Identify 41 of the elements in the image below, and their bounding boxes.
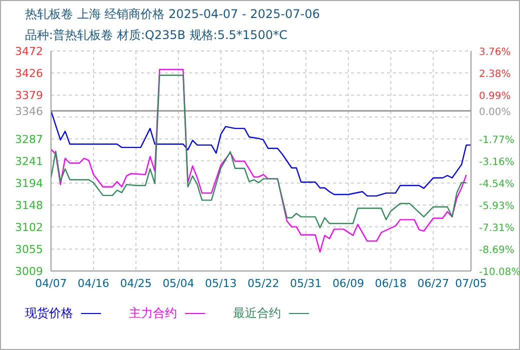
y-tick-label: 3102 [15, 220, 43, 234]
line-series [51, 68, 467, 253]
x-tick-label: 04/07 [35, 276, 67, 290]
y2-tick-label: -7.31% [479, 222, 514, 234]
y-tick-label: 3379 [15, 89, 43, 102]
y-tick-label: 3426 [15, 66, 43, 80]
x-tick-label: 05/04 [162, 276, 194, 290]
x-tick-label: 05/13 [205, 276, 237, 290]
y-tick-label: 3241 [15, 154, 43, 168]
y-tick-label: 3148 [15, 198, 43, 212]
legend-label: 最近合约 [233, 305, 281, 322]
x-tick-label: 06/18 [374, 276, 407, 290]
y2-tick-label: 0.99% [479, 91, 511, 102]
y2-tick-label: -1.77% [479, 134, 514, 146]
y2-tick-label: -3.16% [479, 157, 514, 168]
x-tick-label: 05/31 [290, 276, 322, 290]
x-tick-label: 05/22 [248, 276, 280, 290]
y2-tick-label: -4.54% [479, 178, 514, 190]
y-tick-label: 3346 [15, 104, 43, 118]
y-tick-label: 3055 [15, 243, 43, 256]
y2-tick-label: -8.69% [479, 244, 514, 256]
x-tick-label: 06/27 [417, 276, 450, 290]
x-tick-label: 04/16 [78, 276, 110, 290]
y-tick-label: 3472 [15, 45, 43, 58]
y2-tick-label: -5.93% [479, 201, 514, 212]
y2-tick-label: 0.00% [479, 106, 511, 118]
line-series [51, 74, 467, 228]
legend-label: 现货价格 [25, 305, 73, 322]
line-series [51, 110, 471, 197]
x-tick-label: 07/05 [455, 276, 487, 290]
y-tick-label: 3194 [15, 177, 43, 190]
chart-subtitle: 品种:普热轧板卷 材质:Q235B 规格:5.5*1500*C [25, 27, 288, 44]
y2-tick-label: 2.38% [479, 68, 511, 80]
y-tick-label: 3009 [15, 265, 43, 278]
y-tick-label: 3287 [15, 132, 43, 146]
chart-title: 热轧板卷 上海 经销商价格 2025-04-07 - 2025-07-06 [25, 6, 320, 23]
x-tick-label: 06/09 [332, 276, 364, 290]
y2-tick-label: -10.08% [479, 267, 520, 278]
x-tick-label: 04/25 [120, 276, 152, 290]
legend-label: 主力合约 [129, 305, 177, 322]
y2-tick-label: 3.76% [479, 47, 511, 58]
